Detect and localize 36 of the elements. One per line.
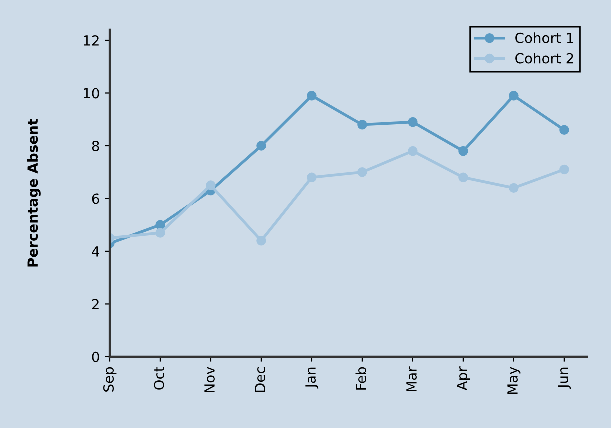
y-axis-title: Percentage Absent xyxy=(27,119,41,267)
point xyxy=(458,146,468,156)
x-tick-label: Sep xyxy=(104,367,117,392)
point xyxy=(509,183,519,194)
point xyxy=(358,168,368,178)
x-tick-label: Oct xyxy=(154,367,165,390)
y-tick-label: 10 xyxy=(84,88,100,99)
y-tick-label: 4 xyxy=(92,246,100,257)
point xyxy=(256,141,266,151)
x-tick-label: Jan xyxy=(306,368,319,389)
x-tick-label: Apr xyxy=(457,366,470,391)
x-tick-label: Mar xyxy=(406,366,417,392)
y-tick-label: 8 xyxy=(92,140,100,152)
point xyxy=(560,164,570,175)
x-tick-label: Jun xyxy=(558,368,572,390)
point xyxy=(560,125,570,136)
y-tick-label: 6 xyxy=(92,194,100,204)
point xyxy=(408,146,418,156)
x-tick-label: May xyxy=(508,367,521,394)
point xyxy=(458,172,468,182)
x-tick-label: Dec xyxy=(255,368,266,392)
point xyxy=(509,91,519,101)
y-tick-label: 0 xyxy=(92,352,100,362)
point xyxy=(256,236,266,246)
y-tick-label: 12 xyxy=(84,35,99,46)
point xyxy=(408,117,418,128)
x-tick-label: Nov xyxy=(204,367,216,392)
point xyxy=(206,180,216,190)
y-tick-label: 2 xyxy=(92,299,99,310)
point xyxy=(156,228,166,238)
legend-label: Cohort 2 xyxy=(516,53,574,64)
legend-label: Cohort 1 xyxy=(516,32,574,44)
x-tick-label: Feb xyxy=(356,367,366,390)
point xyxy=(307,172,317,182)
point xyxy=(307,91,317,101)
point xyxy=(358,120,368,130)
